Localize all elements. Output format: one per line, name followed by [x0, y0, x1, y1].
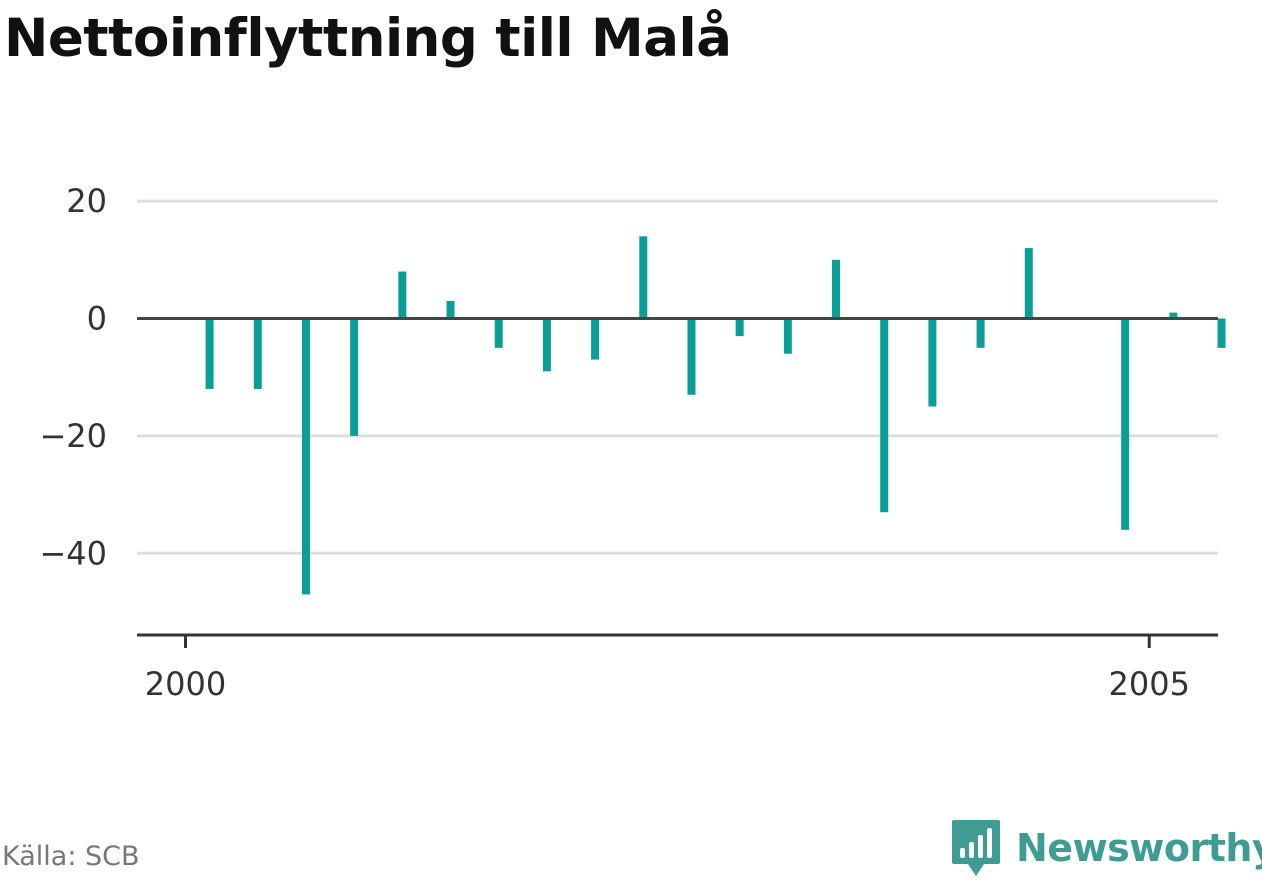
bar — [687, 318, 696, 395]
y-tick-labels: 20 0 −20 −40 — [39, 182, 107, 572]
x-tick-labels: 200020052010201520202025 — [145, 665, 1190, 703]
bar — [735, 318, 744, 337]
source-note: Källa: SCB — [2, 841, 140, 872]
gridlines — [137, 199, 1218, 555]
bar — [976, 318, 985, 348]
x-tick-label: 2000 — [145, 665, 226, 703]
bar — [639, 236, 648, 319]
axes — [137, 317, 1218, 648]
bar — [350, 318, 359, 436]
bar — [398, 271, 407, 319]
bar — [1169, 312, 1178, 319]
y-tick-label: 20 — [66, 182, 107, 220]
bar — [880, 318, 889, 513]
bar — [205, 318, 214, 389]
bar — [1217, 318, 1226, 348]
chart-title: Nettoinflyttning till Malå — [4, 8, 732, 69]
bar — [494, 318, 503, 348]
bar — [542, 318, 551, 372]
bar — [1024, 248, 1033, 319]
brand: Newsworthy — [950, 818, 1262, 878]
bar — [783, 318, 792, 354]
x-tick-label: 2005 — [1109, 665, 1190, 703]
bar — [591, 318, 600, 360]
brand-name: Newsworthy — [1016, 826, 1262, 870]
bar — [928, 318, 937, 407]
newsworthy-logo-icon — [952, 820, 1000, 876]
y-tick-label: −20 — [39, 417, 107, 455]
bar — [253, 318, 262, 389]
bar — [832, 259, 841, 319]
bar — [301, 318, 310, 595]
y-tick-label: −40 — [39, 534, 107, 572]
bar — [1121, 318, 1130, 530]
y-tick-label: 0 — [87, 300, 107, 338]
bar — [446, 300, 455, 319]
bars — [205, 236, 1226, 595]
